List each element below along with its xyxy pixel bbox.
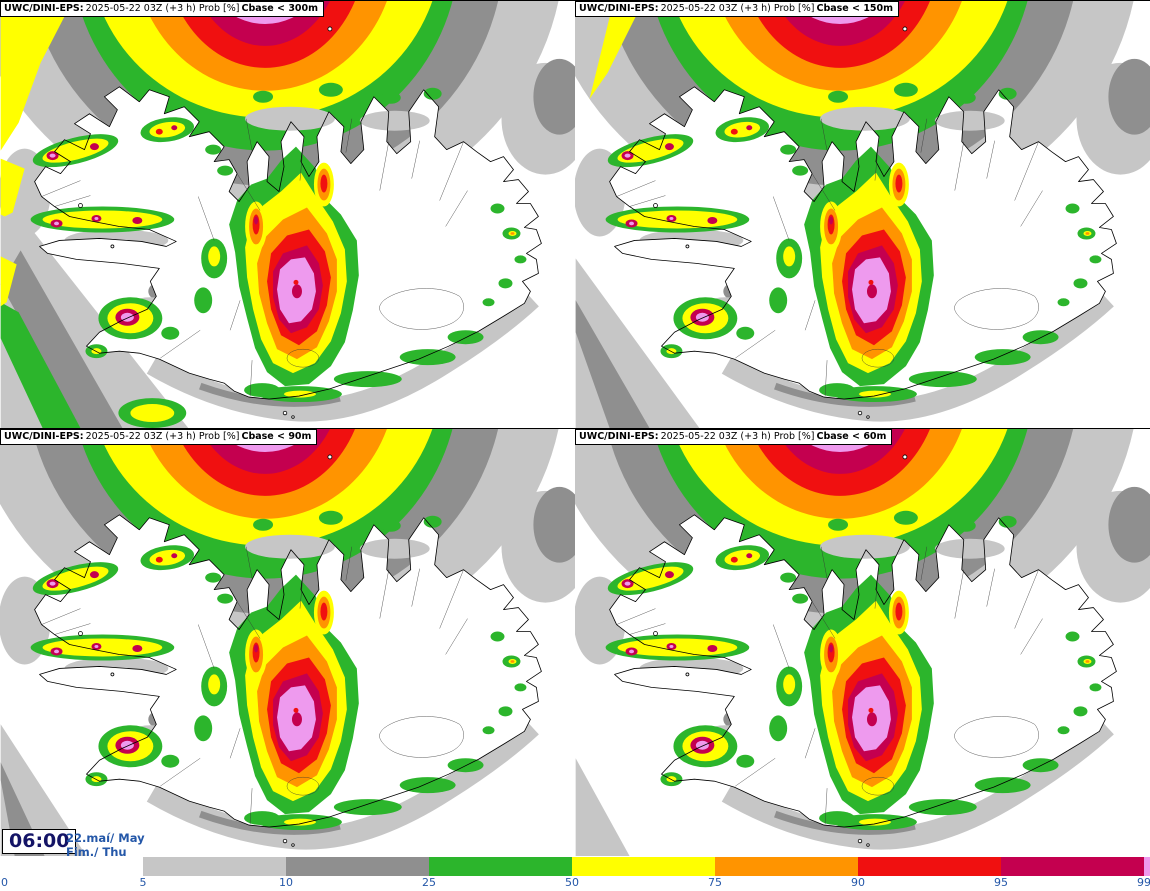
legend-segment-25-50: [429, 857, 572, 876]
map-panel-cbase-150m: UWC/DINI-EPS: 2025-05-22 03Z (+3 h) Prob …: [575, 0, 1150, 428]
legend-tick-95: 95: [994, 876, 1008, 889]
model-name: UWC/DINI-EPS:: [4, 3, 84, 14]
panel-title: UWC/DINI-EPS: 2025-05-22 03Z (+3 h) Prob …: [0, 429, 318, 446]
run-info: 2025-05-22 03Z (+3 h) Prob [%]: [85, 3, 240, 14]
parameter-label: Cbase < 300m: [241, 3, 319, 14]
valid-time-label: 06:00: [9, 830, 70, 852]
legend-tick-90: 90: [851, 876, 865, 889]
legend-tick-5: 5: [139, 876, 147, 889]
legend-segment-75-90: [715, 857, 858, 876]
probability-map: [0, 1, 575, 428]
legend-tick-75: 75: [708, 876, 722, 889]
run-info: 2025-05-22 03Z (+3 h) Prob [%]: [85, 431, 240, 442]
parameter-label: Cbase < 60m: [816, 431, 887, 442]
panel-title: UWC/DINI-EPS: 2025-05-22 03Z (+3 h) Prob …: [575, 429, 893, 446]
panel-title: UWC/DINI-EPS: 2025-05-22 03Z (+3 h) Prob …: [575, 1, 900, 18]
legend-segment-50-75: [572, 857, 715, 876]
map-panel-cbase-60m: UWC/DINI-EPS: 2025-05-22 03Z (+3 h) Prob …: [575, 428, 1150, 856]
legend-tick-25: 25: [422, 876, 436, 889]
legend-segment-5-10: [143, 857, 286, 876]
panel-title: UWC/DINI-EPS: 2025-05-22 03Z (+3 h) Prob …: [0, 1, 325, 18]
model-name: UWC/DINI-EPS:: [4, 431, 84, 442]
parameter-label: Cbase < 150m: [816, 3, 894, 14]
legend-ticks: 0 5 10 25 50 75 90 95 99: [0, 876, 1150, 890]
date-line-1: 22.maí/ May: [66, 831, 145, 845]
map-panel-cbase-300m: UWC/DINI-EPS: 2025-05-22 03Z (+3 h) Prob …: [0, 0, 575, 428]
run-info: 2025-05-22 03Z (+3 h) Prob [%]: [660, 3, 815, 14]
legend-segment-90-95: [858, 857, 1001, 876]
date-label: 22.maí/ May Fim./ Thu: [66, 831, 145, 860]
map-panel-cbase-90m: UWC/DINI-EPS: 2025-05-22 03Z (+3 h) Prob …: [0, 428, 575, 856]
model-name: UWC/DINI-EPS:: [579, 431, 659, 442]
parameter-label: Cbase < 90m: [241, 431, 312, 442]
date-line-2: Fim./ Thu: [66, 844, 127, 859]
legend-segment-0-5: [0, 857, 143, 876]
time-box: 06:00: [2, 829, 77, 854]
legend-tick-99: 99: [1137, 876, 1150, 889]
probability-map: [0, 429, 575, 856]
legend-segment-99+: [1144, 857, 1150, 876]
model-name: UWC/DINI-EPS:: [579, 3, 659, 14]
legend-segment-10-25: [286, 857, 429, 876]
run-info: 2025-05-22 03Z (+3 h) Prob [%]: [660, 431, 815, 442]
probability-map: [575, 429, 1150, 856]
legend-tick-10: 10: [279, 876, 293, 889]
legend-tick-50: 50: [565, 876, 579, 889]
legend-bar: [0, 857, 1150, 876]
legend-tick-0: 0: [1, 876, 8, 889]
probability-map: [575, 1, 1150, 428]
legend-segment-95-99: [1001, 857, 1144, 876]
